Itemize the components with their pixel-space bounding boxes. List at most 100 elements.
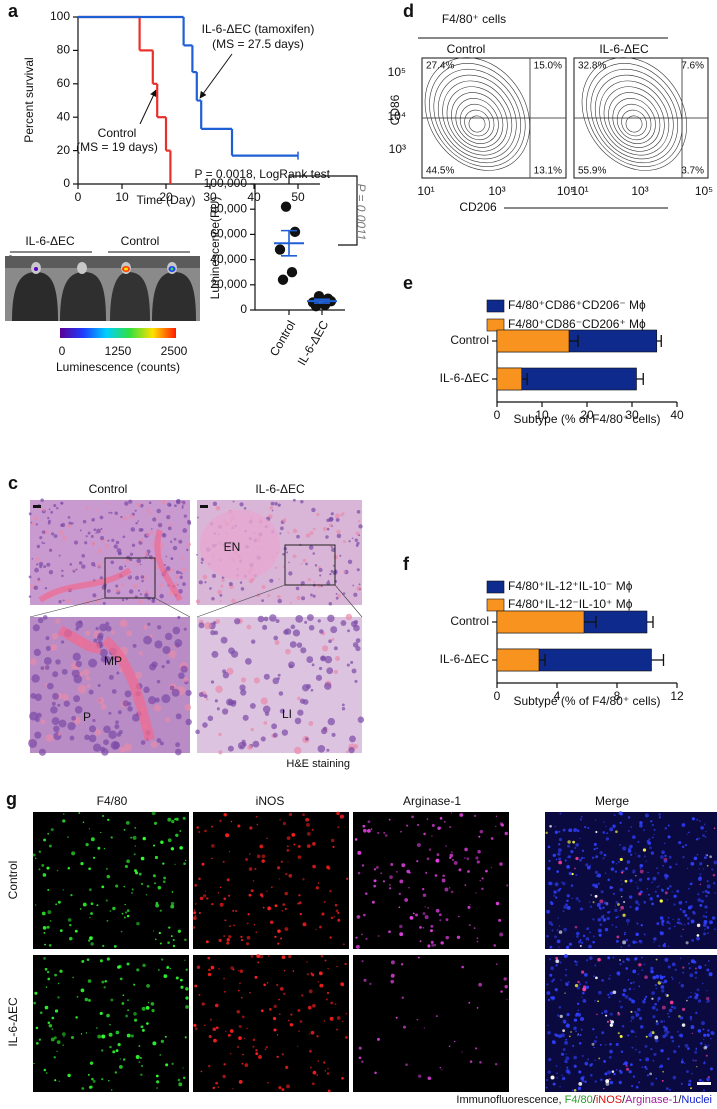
x-tick-label: 30 xyxy=(625,408,639,422)
if-signal xyxy=(162,862,165,865)
column-label: Control xyxy=(447,42,486,56)
if-signal xyxy=(553,890,557,894)
if-signal xyxy=(705,854,707,856)
zoom-box xyxy=(104,557,156,599)
if-signal xyxy=(110,1089,113,1091)
if-signal xyxy=(297,1045,299,1047)
if-signal xyxy=(594,964,597,967)
if-signal xyxy=(504,985,508,989)
if-signal xyxy=(81,1087,85,1090)
if-signal xyxy=(248,867,253,871)
if-signal xyxy=(624,879,628,883)
nucleus xyxy=(355,544,359,547)
if-signal xyxy=(255,931,257,934)
if-signal xyxy=(639,1025,644,1029)
nucleus xyxy=(302,558,307,563)
nucleus xyxy=(39,536,43,540)
if-signal xyxy=(687,831,690,834)
if-signal xyxy=(580,1016,585,1021)
if-signal xyxy=(708,1044,710,1046)
if-signal xyxy=(609,885,613,890)
if-signal xyxy=(468,1001,471,1004)
if-signal xyxy=(390,973,395,978)
if-signal xyxy=(174,818,177,821)
nucleus xyxy=(202,722,208,728)
if-signal xyxy=(592,918,595,921)
if-signal xyxy=(223,812,227,817)
if-signal xyxy=(664,942,666,945)
if-signal xyxy=(252,1045,255,1048)
if-signal xyxy=(690,1087,692,1090)
if-signal xyxy=(498,918,502,922)
if-signal xyxy=(600,1078,603,1082)
if-signal xyxy=(620,905,625,910)
if-signal xyxy=(167,838,172,843)
if-signal xyxy=(667,916,670,919)
nucleus xyxy=(326,581,331,586)
nucleus xyxy=(143,635,152,645)
if-signal xyxy=(86,958,90,962)
bar xyxy=(496,610,585,634)
if-signal xyxy=(655,1022,659,1026)
if-signal xyxy=(582,1055,584,1057)
if-signal xyxy=(337,918,341,922)
if-signal xyxy=(417,823,420,827)
y-tick-label: 20 xyxy=(57,143,71,157)
if-signal xyxy=(90,912,93,915)
y-tick-label: 100,000 xyxy=(204,176,248,190)
if-signal xyxy=(607,956,611,960)
if-signal xyxy=(208,1034,212,1039)
nucleus xyxy=(124,565,127,568)
if-signal xyxy=(56,1050,58,1053)
if-signal xyxy=(495,815,498,817)
if-signal xyxy=(597,957,601,962)
if-signal xyxy=(88,888,92,892)
if-signal xyxy=(572,840,576,844)
caption: Immunofluorescence, F4/80/iNOS/Arginase-… xyxy=(456,1094,712,1106)
if-signal xyxy=(556,929,559,931)
if-signal xyxy=(712,873,716,877)
nucleus xyxy=(310,593,313,597)
if-signal xyxy=(267,906,271,911)
nucleus xyxy=(351,537,354,540)
nucleus xyxy=(150,528,153,530)
nucleus xyxy=(261,599,264,603)
if-signal xyxy=(205,940,209,944)
if-signal xyxy=(473,927,476,929)
if-signal xyxy=(239,982,241,985)
if-signal xyxy=(298,1030,300,1032)
nucleus xyxy=(165,717,171,723)
if-signal xyxy=(375,865,379,869)
if-signal xyxy=(608,996,611,999)
if-signal xyxy=(671,1039,675,1043)
if-signal xyxy=(319,983,324,988)
if-signal xyxy=(194,984,198,988)
group-label: Control xyxy=(121,234,160,248)
if-signal xyxy=(464,884,467,886)
if-signal xyxy=(696,853,699,856)
nucleus xyxy=(110,560,115,565)
nucleus xyxy=(308,545,314,550)
nucleus xyxy=(122,535,126,539)
contour xyxy=(612,98,656,144)
nucleus xyxy=(103,739,109,746)
if-signal xyxy=(666,898,669,901)
if-signal xyxy=(494,1062,498,1066)
y-tick-label: 100 xyxy=(50,9,70,23)
if-signal xyxy=(383,831,386,834)
if-signal xyxy=(696,934,700,937)
if-signal xyxy=(32,853,36,857)
if-signal xyxy=(565,1053,567,1055)
data-point xyxy=(289,226,301,238)
if-signal xyxy=(656,922,660,926)
nucleus xyxy=(185,718,192,726)
nucleus xyxy=(143,686,150,694)
if-signal xyxy=(35,1041,39,1045)
if-signal xyxy=(246,942,250,946)
nucleus xyxy=(100,746,106,752)
if-signal xyxy=(207,972,212,977)
if-signal xyxy=(575,1030,577,1033)
y-axis-label: Percent survival xyxy=(22,57,36,142)
error-bar xyxy=(539,654,546,666)
nucleus xyxy=(28,575,32,579)
